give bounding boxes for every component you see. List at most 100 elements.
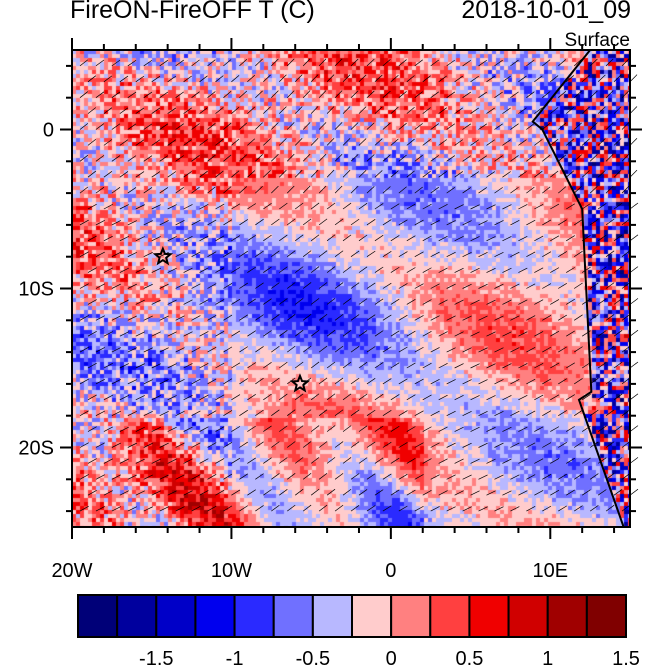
wind-vector [581, 106, 590, 114]
colorbar-label: -0.5 [296, 648, 330, 667]
wind-vector [454, 458, 464, 464]
wind-vector [239, 58, 248, 67]
colorbar-label: -1 [226, 648, 244, 667]
wind-vector [374, 138, 383, 146]
wind-vector [550, 107, 559, 114]
wind-vector [239, 90, 248, 98]
wind-vector [510, 283, 520, 289]
wind-vector [167, 236, 177, 242]
wind-vector [302, 218, 312, 226]
wind-vector [374, 393, 384, 401]
wind-vector [366, 122, 375, 130]
wind-vector [247, 298, 256, 305]
wind-vector [199, 458, 209, 464]
wind-vector [613, 202, 623, 210]
wind-vector [382, 441, 392, 448]
wind-vector [358, 266, 368, 273]
wind-vector [566, 203, 575, 210]
wind-vector [478, 187, 487, 194]
wind-vector [398, 314, 408, 321]
wind-vector [566, 235, 575, 242]
wind-vector [542, 154, 551, 162]
wind-vector [191, 123, 200, 130]
wind-vector [263, 362, 272, 369]
wind-vector [103, 394, 113, 401]
wind-vector [302, 122, 311, 130]
wind-vector [151, 331, 161, 337]
wind-vector [255, 346, 264, 353]
wind-vector [143, 283, 153, 289]
wind-vector [151, 75, 161, 83]
wind-vector [526, 506, 536, 512]
wind-vector [390, 266, 400, 273]
wind-vector [470, 426, 480, 432]
wind-vector [334, 409, 344, 416]
wind-vector [494, 283, 504, 289]
wind-vector [239, 378, 248, 385]
wind-vector [470, 107, 480, 114]
wind-vector [382, 186, 391, 194]
wind-vector [310, 169, 319, 178]
wind-vector [422, 267, 432, 273]
wind-vector [143, 347, 153, 353]
wind-vector [175, 186, 184, 194]
wind-vector [79, 378, 89, 385]
wind-vector [414, 442, 424, 448]
wind-vector [589, 505, 599, 512]
wind-vector [374, 425, 384, 432]
wind-vector [454, 490, 464, 496]
wind-vector [263, 425, 272, 432]
wind-vector [589, 58, 598, 67]
wind-vector [558, 282, 567, 289]
colorbar-swatch [507, 594, 549, 638]
wind-vector [223, 154, 232, 162]
colorbar-label: 1 [542, 648, 553, 667]
wind-vector [597, 234, 607, 242]
wind-vector [271, 441, 280, 448]
star-marker [289, 373, 311, 393]
wind-vector [621, 218, 631, 226]
wind-vector [286, 90, 295, 98]
wind-vector [534, 458, 544, 464]
wind-vector [87, 235, 97, 242]
wind-vector [223, 410, 233, 416]
wind-vector [318, 441, 328, 448]
wind-vector [175, 474, 185, 480]
wind-vector [422, 203, 432, 210]
wind-vector [183, 394, 193, 401]
wind-vector [621, 282, 631, 289]
wind-vector [486, 75, 495, 83]
wind-vector [350, 473, 360, 480]
wind-vector [605, 250, 615, 257]
wind-vector [542, 442, 552, 448]
wind-vector [207, 315, 217, 321]
wind-vector [279, 138, 287, 146]
wind-vector [342, 393, 352, 401]
wind-vector [151, 236, 161, 242]
wind-vector [103, 299, 113, 305]
wind-vector [350, 90, 359, 98]
wind-vector [334, 473, 344, 480]
wind-vector [430, 155, 439, 162]
wind-vector [95, 378, 105, 385]
wind-vector [398, 251, 408, 258]
wind-vector [103, 75, 113, 83]
wind-vector [534, 107, 543, 114]
wind-vector [279, 489, 288, 496]
wind-vector [462, 347, 472, 353]
wind-vector [215, 426, 225, 432]
wind-vector [494, 155, 503, 162]
wind-vector [589, 154, 598, 162]
wind-vector [454, 299, 464, 305]
wind-vector [103, 267, 113, 273]
wind-vector [510, 442, 520, 448]
wind-vector [470, 75, 480, 83]
wind-vector [438, 299, 448, 305]
wind-vector [526, 123, 535, 130]
wind-vector [183, 107, 192, 114]
wind-vector [191, 378, 201, 385]
wind-vector [494, 220, 504, 226]
wind-vector [430, 59, 439, 67]
wind-vector [406, 235, 416, 242]
wind-vector [223, 346, 233, 353]
